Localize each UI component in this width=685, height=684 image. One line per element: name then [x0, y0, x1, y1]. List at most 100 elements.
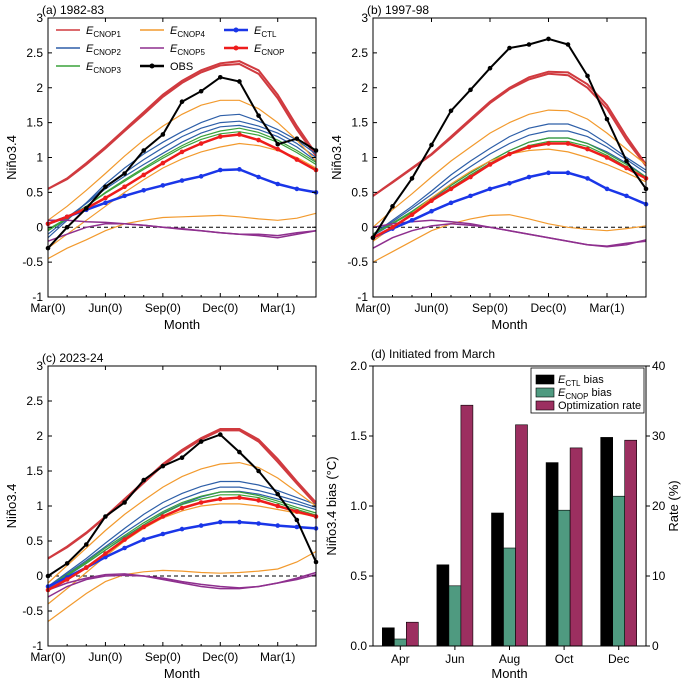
legend-marker-cnop: [233, 45, 239, 51]
x-tick-label: Oct: [555, 652, 574, 666]
legend-label-bar_rate: Optimization rate: [558, 400, 641, 412]
bar-bar_ctl: [436, 564, 450, 647]
ctl-point: [565, 170, 571, 176]
cnop-point: [624, 165, 629, 171]
obs-point: [624, 158, 629, 164]
x-tick-label: Mar(0): [30, 301, 65, 315]
obs-point: [526, 42, 532, 47]
legend-label-cnop2: ECNOP2: [86, 43, 121, 57]
obs-point: [256, 113, 261, 118]
obs-point: [487, 65, 493, 71]
series-cnop5: [372, 219, 647, 247]
ctl-point: [448, 200, 454, 206]
y-axis-label: Niño3.4: [4, 135, 19, 180]
series-cnop4: [47, 212, 317, 260]
ctl-point: [256, 174, 261, 180]
ctl-point: [141, 187, 147, 193]
x-axis-label: Month: [164, 317, 200, 332]
series-cnop5: [47, 571, 317, 598]
ctl-point: [122, 545, 127, 551]
y-tick-label: 0: [36, 220, 43, 234]
series-cnop4: [47, 550, 317, 622]
series-cnop4: [47, 461, 317, 584]
ctl-point: [507, 181, 512, 186]
x-tick-label: Jun: [445, 652, 464, 666]
series-cnop3: [47, 491, 317, 588]
ctl-point: [141, 537, 147, 542]
cnop-point: [64, 577, 70, 582]
x-tick-label: Aug: [499, 652, 520, 666]
bar-bar_cnop: [557, 509, 571, 647]
legend-label-cnop3: ECNOP3: [86, 61, 121, 75]
x-tick-label: Dec: [608, 652, 629, 666]
obs-point: [122, 171, 127, 176]
y-tick-label: -0.5: [22, 604, 43, 618]
ctl-point: [179, 178, 185, 183]
x-tick-label: Mar(0): [30, 650, 65, 664]
cnop-point: [507, 151, 512, 157]
ctl-point: [294, 524, 300, 530]
ctl-point: [487, 186, 493, 192]
y-axis-label: Niño3.4: [329, 135, 344, 180]
x-axis-label: Month: [164, 666, 200, 679]
y-tick-label: 2: [36, 429, 43, 443]
panel-title: (c) 2023-24: [42, 351, 104, 365]
series-cnop2: [47, 113, 317, 239]
obs-point: [198, 88, 204, 94]
cnop-point: [103, 551, 108, 556]
ctl-point: [275, 181, 281, 187]
bar-bar_cnop: [393, 638, 407, 647]
series-cnop3: [47, 494, 317, 588]
ctl-point: [217, 519, 223, 525]
x-tick-label: Dec(0): [202, 650, 238, 664]
y2-tick-label: 30: [652, 429, 666, 443]
obs-point: [448, 108, 454, 114]
obs-point: [217, 432, 223, 437]
panel-b-1997-98: -1 -0.5 0 0.5 1 1.5 2 2.5 3 Mar(0) Jun(0) Sep(0) Dec…: [329, 3, 649, 332]
y-tick-label: 1: [361, 151, 368, 165]
bar-bar_rate: [405, 621, 419, 647]
y-tick-label: 1: [36, 499, 43, 513]
ctl-point: [275, 523, 281, 528]
y-axis-label: Niño3.4 bias (°C): [324, 456, 339, 555]
panel-title: (d) Initiated from March: [371, 347, 495, 361]
y-tick-label: 0.0: [350, 639, 367, 653]
obs-point: [179, 455, 185, 461]
obs-point: [217, 74, 223, 80]
legend-swatch-bar_rate: [535, 400, 555, 411]
bar-bar_ctl: [600, 437, 614, 647]
cnop-point: [141, 172, 147, 178]
obs-point: [141, 477, 147, 483]
obs-point: [275, 141, 281, 147]
cnop-point: [237, 132, 242, 137]
ctl-point: [294, 186, 300, 192]
x-tick-label: Sep(0): [472, 301, 508, 315]
y-tick-label: 1.5: [26, 464, 43, 478]
series-cnop4: [372, 214, 647, 263]
obs-point: [468, 87, 473, 93]
obs-point: [122, 500, 127, 505]
obs-point: [546, 36, 551, 42]
panel-title: (a) 1982-83: [42, 3, 104, 17]
panel-d-initiated-from-march: Apr Jun Aug Oct Dec 0.0 0.5 1.0 1.5 2.0 0 10 20 30 40 (…: [324, 347, 681, 681]
series-cnop5: [47, 223, 317, 242]
cnop-point: [448, 186, 454, 192]
plot-frame: [47, 17, 317, 298]
x-tick-label: Jun(0): [88, 650, 122, 664]
x-tick-label: Mar(1): [260, 650, 295, 664]
bar-bar_rate: [515, 424, 528, 647]
obs-point: [409, 176, 415, 181]
x-tick-label: Sep(0): [145, 301, 181, 315]
cnop-point: [83, 565, 89, 570]
cnop-point: [546, 141, 551, 146]
legend-swatch-bar_cnop: [535, 387, 555, 398]
obs-point: [103, 514, 108, 519]
legend-label-ctl: ECTL: [254, 25, 277, 39]
y-tick-label: -0.5: [347, 255, 368, 269]
legend-label-cnop1: ECNOP1: [86, 25, 121, 39]
series-cnop2: [47, 486, 317, 588]
y-tick-label: 3: [361, 11, 368, 25]
series-cnop1: [47, 60, 317, 190]
bar-bar_ctl: [491, 512, 504, 647]
obs-point: [585, 73, 590, 79]
